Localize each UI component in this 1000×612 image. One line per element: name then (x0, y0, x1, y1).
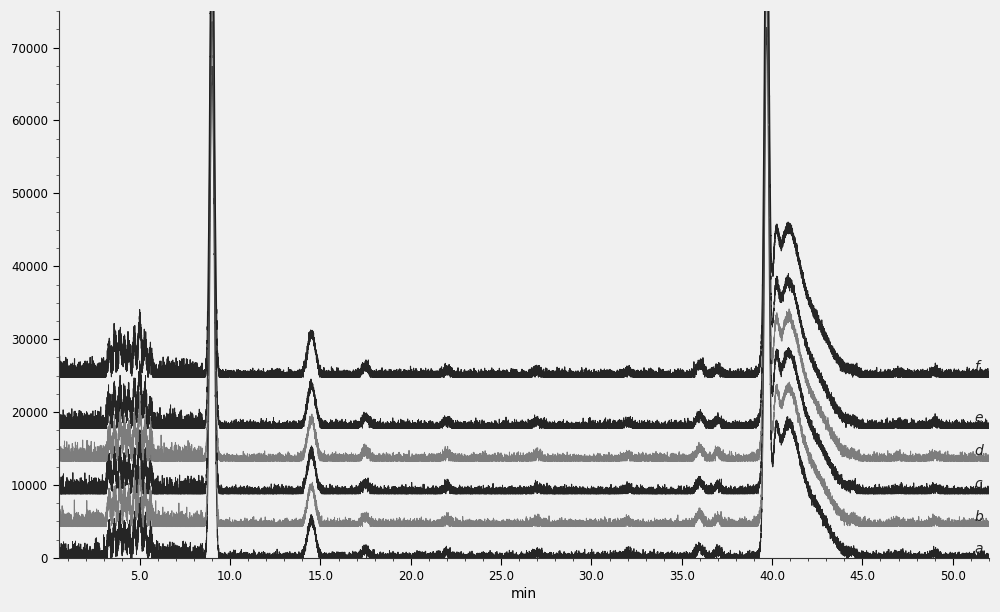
Text: a: a (974, 542, 983, 556)
Text: e: e (974, 411, 983, 425)
Text: c: c (974, 477, 982, 491)
X-axis label: min: min (511, 587, 537, 601)
Text: d: d (974, 444, 983, 458)
Text: b: b (974, 510, 983, 524)
Text: f: f (974, 360, 979, 374)
